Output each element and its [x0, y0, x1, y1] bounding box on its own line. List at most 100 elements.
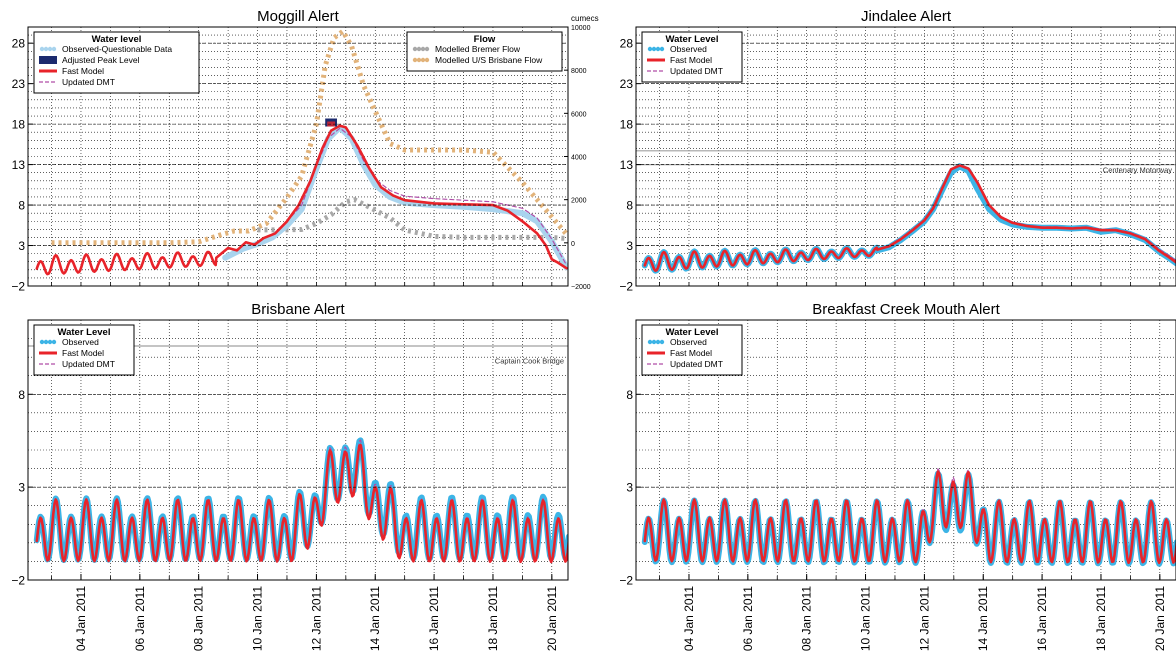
- legend-marker: [416, 57, 422, 63]
- x-tick-label: 04 Jan 2011: [682, 586, 696, 651]
- series-observed: [641, 163, 1176, 274]
- y-tick-label: 3: [626, 481, 633, 495]
- legend-label: Updated DMT: [670, 66, 723, 76]
- adjusted-peak-fill: [327, 121, 335, 127]
- legend-box: [406, 31, 563, 72]
- legend-label: Modelled Bremer Flow: [435, 44, 521, 54]
- legend-label: Observed-Questionable Data: [62, 44, 172, 54]
- x-tick-label: 10 Jan 2011: [251, 586, 265, 651]
- y-tick-label: 13: [620, 158, 634, 172]
- x-tick-label: 06 Jan 2011: [741, 586, 755, 651]
- y-tick-label: 18: [12, 118, 26, 132]
- annotation-label: Centenary Motorway: [1103, 166, 1172, 175]
- legend-marker: [424, 46, 430, 52]
- legend-marker: [51, 46, 57, 52]
- x-tick-label: 08 Jan 2011: [192, 586, 206, 651]
- panel-brisbane: Brisbane Alert Captain Cook Bridge −2 3 8 04 …: [11, 301, 569, 651]
- legend-title: Water Level: [666, 327, 719, 338]
- legend-marker: [647, 339, 653, 345]
- x-tick-label: 04 Jan 2011: [74, 586, 88, 651]
- y-tick-label: 28: [12, 37, 26, 51]
- legend-marker: [47, 339, 53, 345]
- x-tick-label: 12 Jan 2011: [309, 586, 323, 651]
- x-tick-label: 20 Jan 2011: [545, 586, 559, 651]
- legend-label: Updated DMT: [62, 359, 115, 369]
- series-modelled-bremer-flow: [257, 197, 567, 241]
- series-fast-model: [35, 124, 568, 276]
- y-tick-label: 3: [626, 239, 633, 253]
- legend-marker: [43, 339, 49, 345]
- legend-box: [641, 31, 743, 83]
- legend-title: Water Level: [58, 327, 111, 338]
- x-tick-label: 18 Jan 2011: [1094, 586, 1108, 651]
- y-tick-label: −2: [619, 280, 633, 294]
- legend-label: Updated DMT: [62, 77, 115, 87]
- x-tick-label: 20 Jan 2011: [1153, 586, 1167, 651]
- legend-box: [33, 31, 200, 94]
- legend-label: Observed: [62, 337, 99, 347]
- legend-marker: [412, 57, 418, 63]
- x-tick-label: 14 Jan 2011: [368, 586, 382, 651]
- y2-axis-label: cumecs: [571, 14, 599, 23]
- plot-area: [641, 163, 1176, 274]
- legend-marker: [420, 46, 426, 52]
- legend-label: Observed: [670, 44, 707, 54]
- chart-title: Brisbane Alert: [251, 301, 345, 318]
- x-tick-label: 06 Jan 2011: [133, 586, 147, 651]
- legend-box: [33, 324, 135, 376]
- series-fast-model: [35, 443, 568, 564]
- legend-marker: [43, 46, 49, 52]
- legend-marker: [39, 339, 45, 345]
- y-tick-label: 3: [18, 239, 25, 253]
- x-tick-label: 08 Jan 2011: [800, 586, 814, 651]
- legend-marker: [416, 46, 422, 52]
- y-tick-label: −2: [619, 574, 633, 588]
- legend-marker: [651, 339, 657, 345]
- series-updated-dmt: [876, 164, 1176, 262]
- legend-label: Adjusted Peak Level: [62, 55, 140, 65]
- legend-marker: [420, 57, 426, 63]
- chart-title: Moggill Alert: [257, 8, 340, 25]
- series-fast-model: [643, 164, 1176, 272]
- legend-label: Fast Model: [62, 348, 104, 358]
- legend-label: Updated DMT: [670, 359, 723, 369]
- legend-label: Observed: [670, 337, 707, 347]
- legend-marker: [39, 56, 57, 64]
- y-tick-label: 8: [18, 388, 25, 402]
- legend-marker: [655, 339, 661, 345]
- annotation-label: Captain Cook Bridge: [495, 356, 564, 365]
- y-tick-label: 28: [620, 37, 634, 51]
- y2-tick-label: 4000: [571, 155, 587, 162]
- y-tick-label: 8: [626, 199, 633, 213]
- y-tick-label: 13: [12, 158, 26, 172]
- y2-tick-label: 10000: [571, 25, 591, 32]
- legend-marker: [659, 46, 665, 52]
- chart-title: Breakfast Creek Mouth Alert: [812, 301, 1000, 318]
- y-tick-label: 23: [12, 77, 26, 91]
- legend-marker: [647, 46, 653, 52]
- legend-title: Water level: [92, 34, 142, 45]
- legend-marker: [659, 339, 665, 345]
- legend-marker: [651, 46, 657, 52]
- plot-area: [33, 437, 568, 564]
- y2-tick-label: 0: [571, 241, 575, 248]
- legend-title: Flow: [474, 34, 496, 45]
- plot-area: [641, 468, 1176, 567]
- panel-breakfast: Breakfast Creek Mouth Alert −2 3 8 04 Jan 20…: [619, 301, 1176, 651]
- y2-tick-label: 6000: [571, 111, 587, 118]
- x-tick-label: 10 Jan 2011: [859, 586, 873, 651]
- y-tick-label: 8: [18, 199, 25, 213]
- legend-label: Fast Model: [670, 55, 712, 65]
- legend-label: Fast Model: [670, 348, 712, 358]
- chart-title: Jindalee Alert: [861, 8, 952, 25]
- panel-jindalee: Jindalee Alert Centenary Motorway −2 3 8 13 18…: [619, 8, 1176, 294]
- x-tick-label: 16 Jan 2011: [427, 586, 441, 651]
- legend-marker: [39, 46, 45, 52]
- y2-tick-label: 2000: [571, 198, 587, 205]
- y-tick-label: 8: [626, 388, 633, 402]
- legend-marker: [655, 46, 661, 52]
- y-tick-label: 18: [620, 118, 634, 132]
- legend-title: Water Level: [666, 34, 719, 45]
